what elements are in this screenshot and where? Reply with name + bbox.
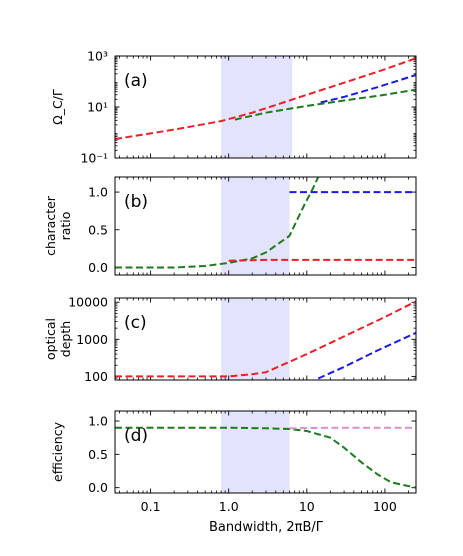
y-axis-label-c: opticaldepth	[43, 318, 73, 360]
series-line-a-green	[234, 88, 417, 121]
y-tick-label-a: 10⁻¹	[80, 151, 108, 166]
panel-label-b: (b)	[124, 192, 148, 212]
shaded-band-a	[221, 56, 293, 158]
y-tick-label-b: 0.5	[88, 222, 108, 237]
y-tick-label-b: 1.0	[88, 185, 108, 200]
x-tick-label: 1.0	[219, 499, 239, 514]
panel-c: 100 1000 10000 (c) opticaldepth	[43, 295, 417, 384]
y-tick-label-d: 0.5	[88, 447, 108, 462]
plot-frame-d	[114, 410, 417, 494]
panel-d: 0.1 1.0 10 100 0.0 0.5 1.0 (d) efficiency	[50, 410, 417, 514]
panel-b: 0.0 0.5 1.0 (b) characterratio	[43, 176, 417, 276]
series-line-a-red	[114, 57, 417, 141]
panel-label-c: (c)	[124, 313, 147, 333]
series-line-c-blue	[317, 331, 417, 380]
shaded-band-b	[221, 177, 290, 275]
series-line-b-green	[115, 176, 320, 269]
plot-frame-c	[114, 297, 417, 381]
panel-a: 10⁻¹ 10¹ 10³ (a) Ω_C/Γ	[50, 49, 417, 166]
plot-frame-a	[114, 55, 417, 159]
y-tick-label-c: 100	[84, 369, 108, 384]
series-line-b-red	[228, 258, 416, 262]
panel-label-a: (a)	[124, 71, 148, 91]
panel-label-d: (d)	[124, 426, 148, 446]
series-line-c-red	[115, 300, 417, 378]
x-tick-label: 10	[299, 499, 315, 514]
x-axis-label: Bandwidth, 2πB/Γ	[209, 520, 324, 535]
shaded-band-d	[221, 411, 290, 493]
y-tick-label-d: 0.0	[88, 480, 108, 495]
x-tick-label: 100	[373, 499, 397, 514]
series-line-d-pink	[289, 426, 416, 430]
y-tick-label-b: 0.0	[88, 260, 108, 275]
y-tick-label-d: 1.0	[88, 414, 108, 429]
y-axis-label-a: Ω_C/Γ	[50, 89, 65, 125]
shaded-band-c	[221, 298, 290, 380]
y-tick-label-c: 10000	[68, 295, 108, 310]
y-tick-label-a: 10³	[87, 49, 108, 64]
y-tick-label-a: 10¹	[87, 100, 108, 115]
y-tick-label-c: 1000	[76, 332, 108, 347]
plot-frame-b	[114, 176, 417, 276]
y-axis-label-b: characterratio	[43, 195, 73, 256]
x-tick-label: 0.1	[141, 499, 161, 514]
series-line-d-green	[115, 426, 417, 489]
series-line-a-blue	[320, 74, 417, 104]
y-axis-label-d: efficiency	[50, 421, 65, 482]
